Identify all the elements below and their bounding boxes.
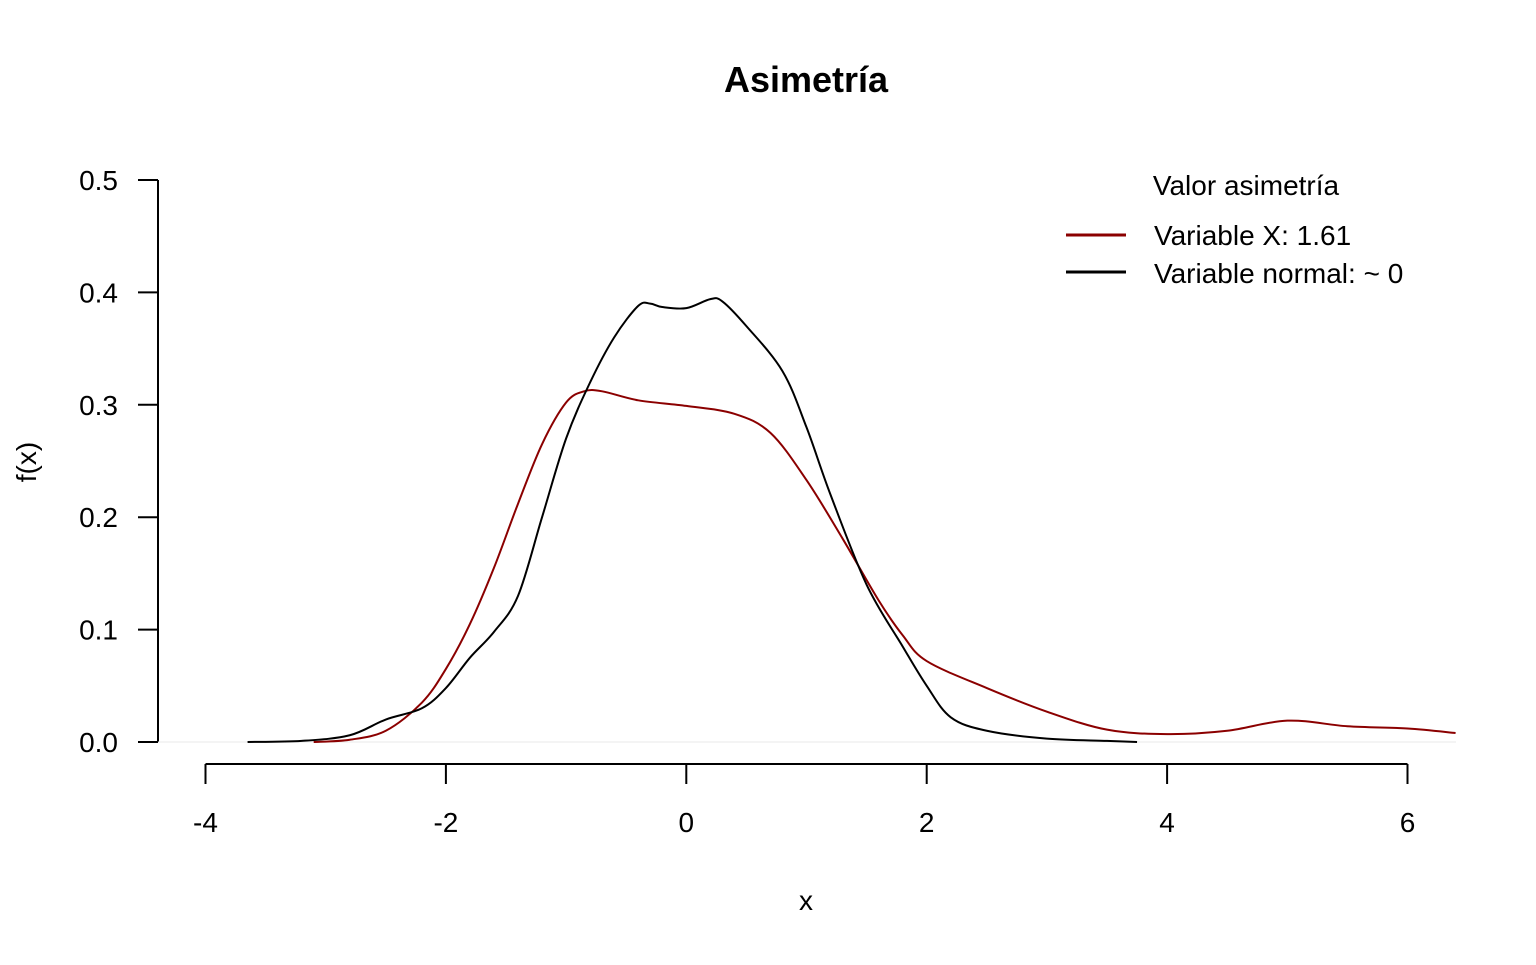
series-line-variable-x [313, 389, 1456, 743]
y-tick-label: 0.4 [79, 277, 118, 308]
x-axis: -4 -2 0 2 4 6 [193, 763, 1416, 838]
chart-title: Asimetría [724, 59, 889, 100]
legend-title: Valor asimetría [1153, 170, 1340, 201]
y-tick-label: 0.5 [79, 165, 118, 196]
legend: Valor asimetría Variable X: 1.61 Variabl… [1066, 170, 1403, 289]
y-tick-label: 0.0 [79, 727, 118, 758]
x-tick-label: 2 [919, 807, 935, 838]
y-axis: 0.0 0.1 0.2 0.3 0.4 0.5 [79, 165, 159, 758]
x-tick-label: -4 [193, 807, 218, 838]
y-axis-label: f(x) [11, 442, 42, 482]
y-tick-label: 0.2 [79, 502, 118, 533]
x-tick-label: 0 [679, 807, 695, 838]
x-tick-label: 6 [1400, 807, 1416, 838]
series-line-variable-normal [247, 297, 1138, 743]
x-axis-label: x [799, 885, 813, 916]
x-tick-label: 4 [1159, 807, 1175, 838]
x-tick-label: -2 [433, 807, 458, 838]
legend-label-variable-x: Variable X: 1.61 [1154, 220, 1351, 251]
y-tick-label: 0.1 [79, 615, 118, 646]
series-layer [247, 297, 1456, 743]
y-tick-label: 0.3 [79, 390, 118, 421]
legend-label-variable-normal: Variable normal: ~ 0 [1154, 258, 1403, 289]
